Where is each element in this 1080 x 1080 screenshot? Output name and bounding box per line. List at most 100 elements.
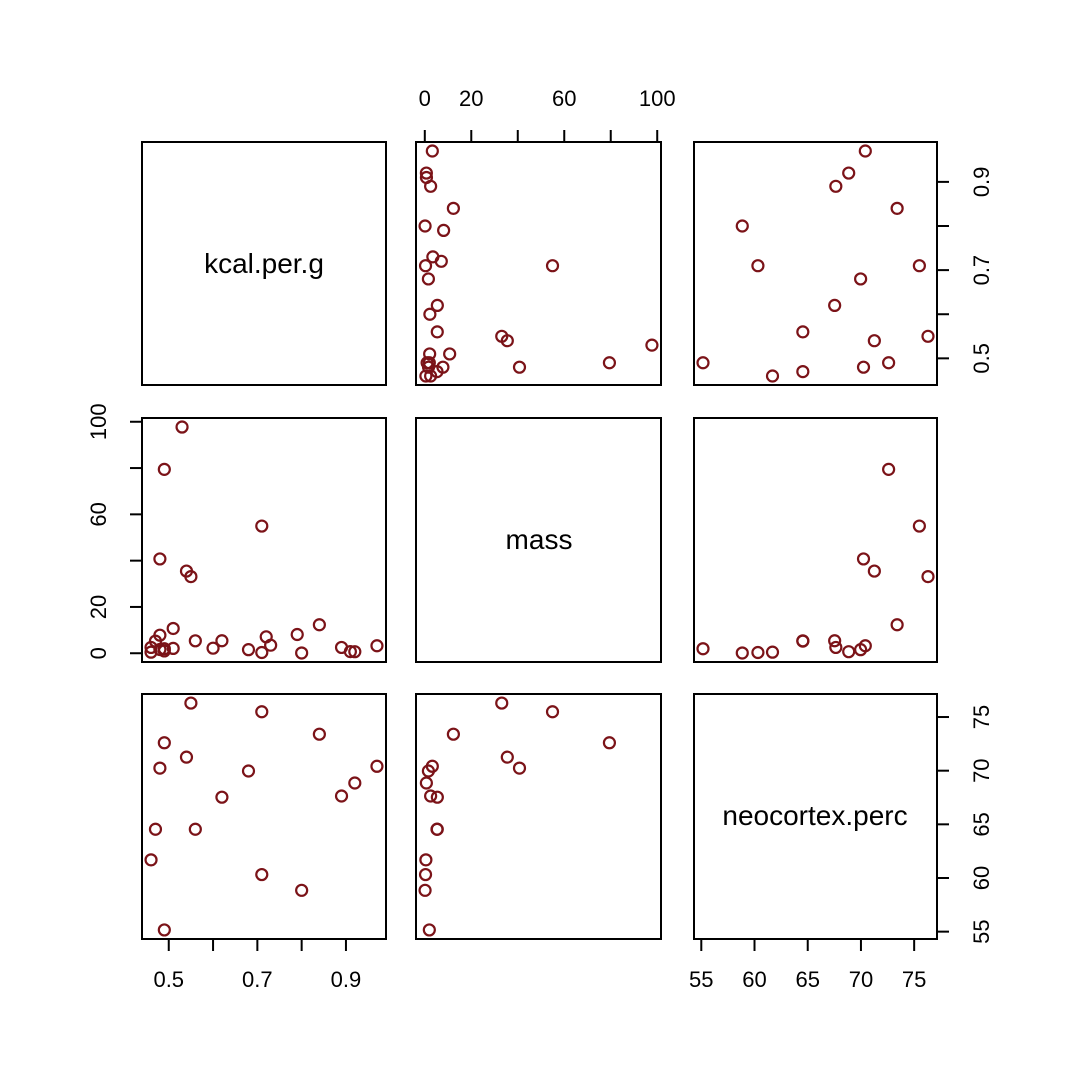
data-point [430,822,444,836]
data-point [828,634,842,648]
data-point [241,764,256,778]
tick-label: 65 [795,967,819,992]
data-point [241,643,256,657]
data-point [735,646,749,660]
data-point [765,369,780,383]
data-point [215,634,229,648]
data-point [348,776,362,790]
tick-label: 0.9 [331,967,362,992]
data-point [188,634,202,648]
data-point [295,883,309,897]
data-point [436,360,450,374]
panel-frame [141,141,387,386]
data-point [434,254,448,268]
data-point [735,219,749,233]
data-point [418,883,432,897]
data-point [312,727,326,741]
data-point [430,790,444,804]
data-point [828,298,842,313]
data-point [255,519,269,533]
tick-label: 0.5 [969,343,994,374]
data-point [157,462,171,476]
data-point [144,853,158,867]
data-point [419,166,433,180]
data-point [425,144,439,158]
data-point [348,645,362,659]
data-point [765,645,780,659]
data-point [495,696,509,710]
tick-label: 60 [969,866,994,890]
data-point [423,307,437,321]
data-point [446,201,460,215]
data-point [153,552,167,566]
data-point [370,759,384,773]
data-point [890,201,904,215]
data-point [418,219,432,233]
data-point [370,639,384,653]
tick-label: 75 [969,705,994,729]
data-point [419,170,434,185]
tick-label: 75 [902,967,926,992]
data-point [446,727,460,741]
data-point [175,420,189,434]
data-point [153,628,167,642]
diagonal-label-mass: mass [506,524,573,555]
data-point [437,223,451,238]
panel-frame [141,693,387,940]
diagonal-label-kcal: kcal.per.g [204,248,324,279]
tick-label: 0.5 [153,967,184,992]
tick-label: 55 [689,967,713,992]
tick-label: 0.7 [242,967,273,992]
data-point [424,789,438,803]
data-point [696,642,710,656]
data-point [912,259,926,273]
data-point [867,334,881,348]
data-point [696,356,710,370]
data-point [421,272,435,286]
data-point [443,347,457,361]
data-point [255,645,269,660]
data-point [430,298,444,313]
data-point [500,750,514,764]
data-point [188,822,202,836]
data-point [215,790,229,804]
data-point [858,144,872,158]
tick-label: 65 [969,812,994,836]
tick-label: 60 [742,967,766,992]
data-point [856,552,871,566]
tick-label: 0.7 [969,255,994,286]
data-point [419,369,433,383]
tick-label: 55 [969,919,994,943]
tick-label: 20 [86,595,111,619]
tick-label: 100 [639,86,676,111]
data-point [796,325,810,339]
data-point [602,356,617,370]
data-point [334,789,349,803]
data-point [420,356,434,370]
tick-label: 100 [86,403,111,440]
data-point [157,923,171,937]
data-point [854,272,868,286]
data-point [829,640,843,655]
data-point [295,646,309,660]
panel-frame [693,141,938,386]
data-point [882,356,896,370]
data-point [921,329,935,343]
panel-frame [415,417,662,663]
data-point [312,618,326,632]
data-point [912,519,926,533]
data-point [495,329,509,343]
data-point [751,259,765,273]
data-point [842,166,856,180]
data-point [796,634,810,648]
data-point [545,259,560,273]
data-point [829,179,843,193]
data-point [422,923,436,937]
data-point [418,259,433,273]
tick-label: 0.9 [969,167,994,198]
tick-label: 60 [86,502,111,526]
data-point [206,641,220,655]
data-point [856,360,871,374]
data-point [184,696,198,710]
